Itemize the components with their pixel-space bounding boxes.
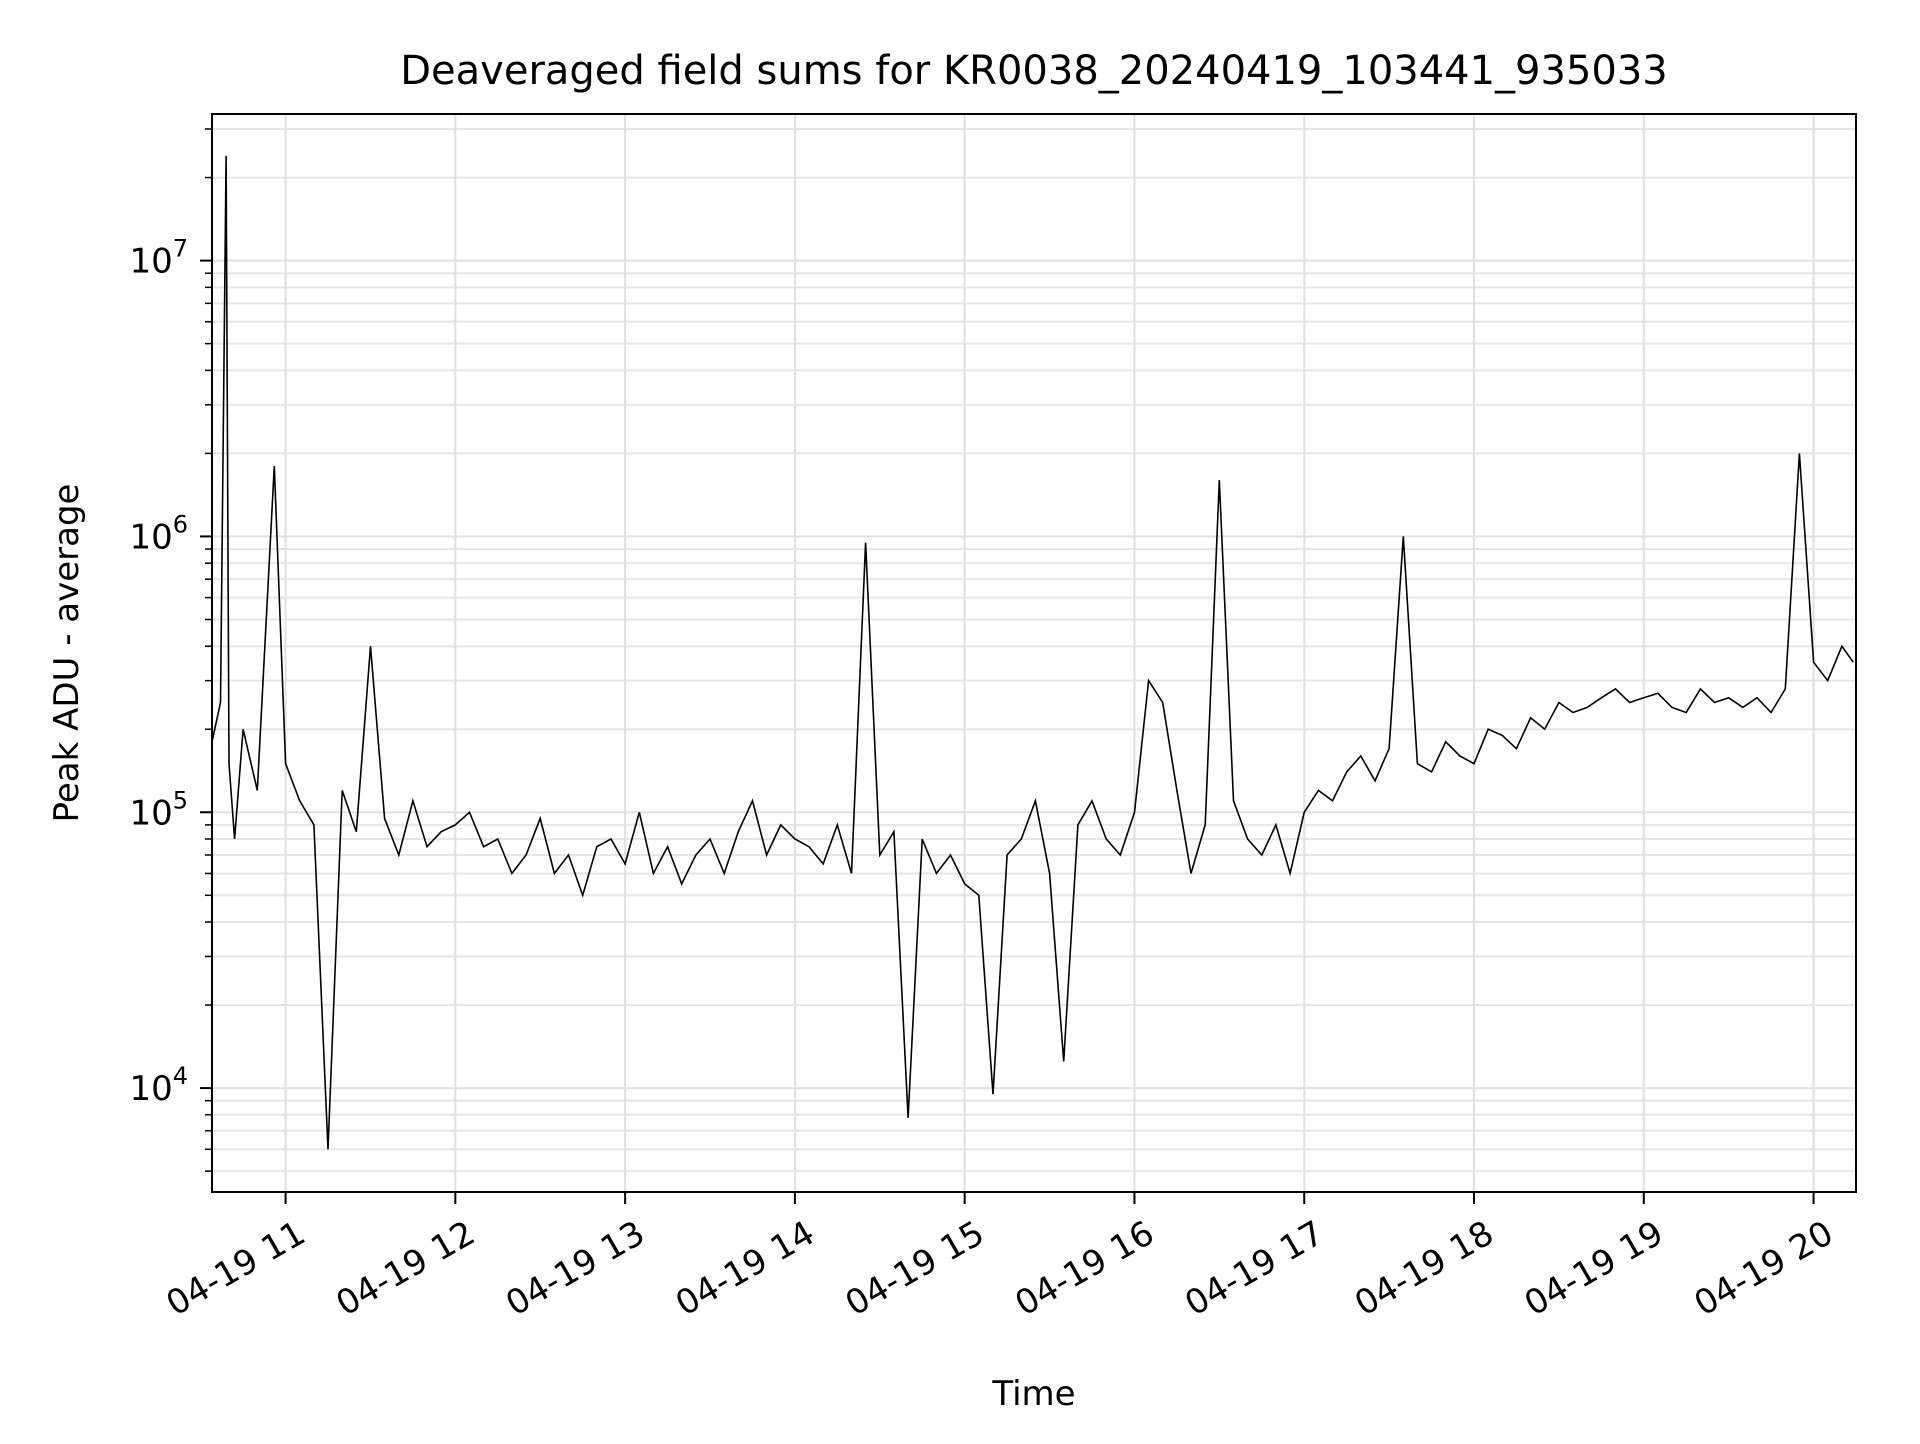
plot-area: [212, 155, 1854, 1150]
series-group: [212, 155, 1854, 1150]
y-tick-label-base: 10: [129, 517, 172, 557]
y-tick-label: 104: [129, 1062, 188, 1109]
plot-frame: [211, 113, 1857, 1193]
y-tick-label-exponent: 5: [173, 786, 188, 814]
y-tick-label-exponent: 7: [173, 235, 188, 263]
series-line: [212, 155, 1854, 1150]
y-axis-label: Peak ADU - average: [47, 484, 87, 823]
y-tick-label: 107: [129, 235, 188, 282]
chart-title: Deaveraged field sums for KR0038_2024041…: [400, 48, 1668, 94]
x-axis-label: Time: [991, 1374, 1075, 1414]
minor-grid: [212, 127, 1856, 1173]
y-tick-label-base: 10: [129, 1069, 172, 1109]
y-tick-label-exponent: 6: [173, 510, 188, 538]
y-tick-label: 105: [129, 786, 188, 833]
y-tick-label-exponent: 4: [173, 1062, 188, 1090]
y-tick-label-base: 10: [129, 242, 172, 282]
y-tick-label-base: 10: [129, 793, 172, 833]
y-tick-label: 106: [129, 510, 188, 557]
